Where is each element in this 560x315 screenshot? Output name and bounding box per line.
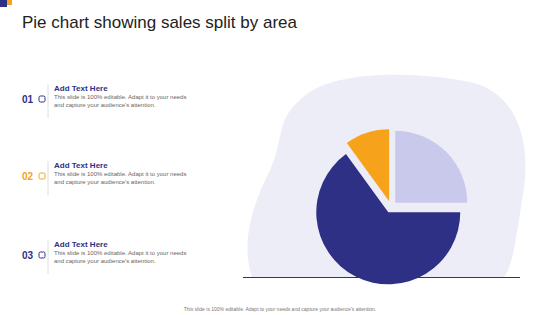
item-text: and capture your audience's attention. bbox=[54, 258, 156, 264]
item-icon bbox=[39, 96, 45, 102]
item-number: 03 bbox=[22, 250, 34, 261]
item-icon bbox=[39, 173, 45, 179]
item-heading: Add Text Here bbox=[54, 161, 108, 170]
pie bbox=[316, 129, 467, 284]
item-number: 02 bbox=[22, 171, 34, 182]
item-icon bbox=[39, 252, 45, 258]
item-text: This slide is 100% editable. Adapt it to… bbox=[54, 94, 186, 100]
item-heading: Add Text Here bbox=[54, 240, 108, 249]
item-heading: Add Text Here bbox=[54, 84, 108, 93]
item-divider bbox=[48, 240, 49, 274]
item-text: and capture your audience's attention. bbox=[54, 102, 156, 108]
corner-mark bbox=[0, 0, 7, 7]
item-text: This slide is 100% editable. Adapt it to… bbox=[54, 250, 186, 256]
pie-slice bbox=[395, 131, 467, 203]
baseline bbox=[243, 277, 520, 278]
footer: This slide is 100% editable. Adapt to yo… bbox=[184, 306, 376, 312]
item-number: 01 bbox=[22, 94, 34, 105]
item-divider bbox=[48, 84, 49, 118]
item-text: This slide is 100% editable. Adapt it to… bbox=[54, 171, 186, 177]
corner-mark bbox=[7, 0, 12, 5]
title: Pie chart showing sales split by area bbox=[22, 13, 298, 32]
pie-slice bbox=[347, 129, 389, 201]
item-divider bbox=[48, 161, 49, 195]
item-text: and capture your audience's attention. bbox=[54, 179, 156, 185]
